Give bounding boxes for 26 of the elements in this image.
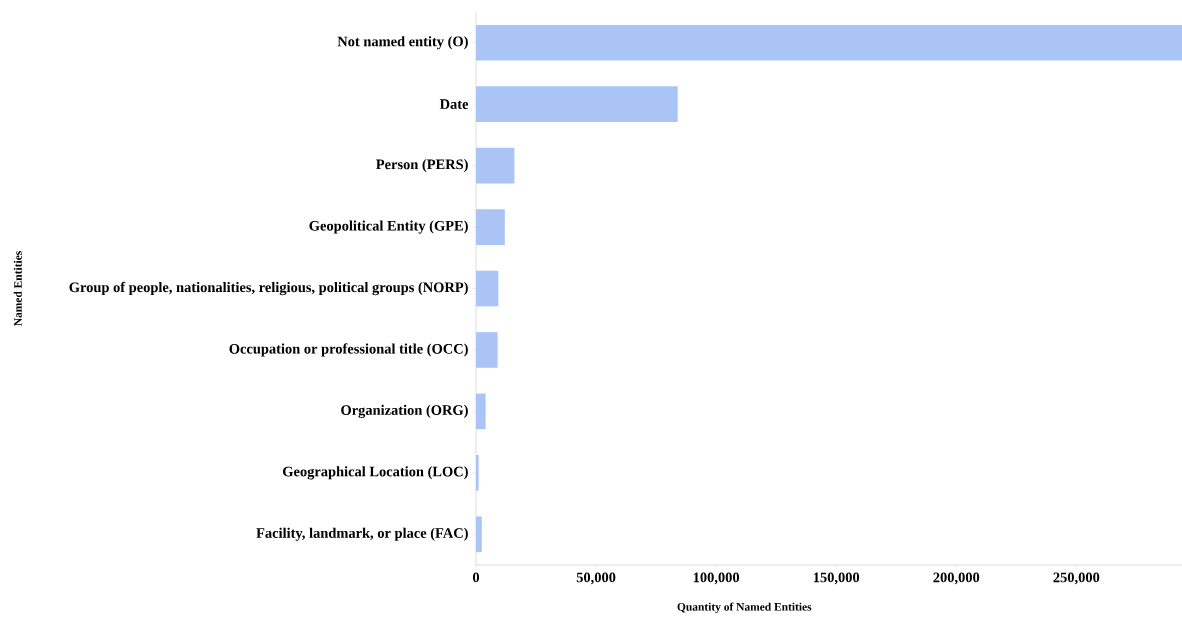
bar [476,455,479,491]
y-axis-title: Named Entities [13,251,22,326]
y-tick-label: Occupation or professional title (OCC) [229,343,468,357]
x-tick-label: 150,000 [813,572,860,585]
y-tick-label: Facility, landmark, or place (FAC) [256,527,468,541]
bar [476,147,515,184]
x-tick-label: 50,000 [576,572,616,585]
y-tick-label: Organization (ORG) [341,404,468,418]
x-axis-title: Quantity of Named Entities [677,602,812,614]
bar [476,393,486,430]
y-tick-label: Geographical Location (LOC) [283,466,468,480]
bar [476,332,498,368]
y-tick-label: Not named entity (O) [337,36,468,50]
bar [476,86,678,122]
y-tick-label: Group of people, nationalities, religious, political groups (NORP) [69,281,468,296]
bar [476,24,1182,61]
x-tick-label: 0 [472,572,480,583]
x-tick-label: 250,000 [1053,572,1100,585]
y-tick-label: Person (PERS) [376,159,468,173]
bar [476,270,499,307]
x-tick-label: 100,000 [693,572,740,585]
y-tick-label: Date [439,99,469,109]
bar [476,516,482,553]
bar [476,209,505,245]
x-tick-label: 200,000 [933,572,980,585]
y-tick-label: Geopolitical Entity (GPE) [309,220,468,234]
